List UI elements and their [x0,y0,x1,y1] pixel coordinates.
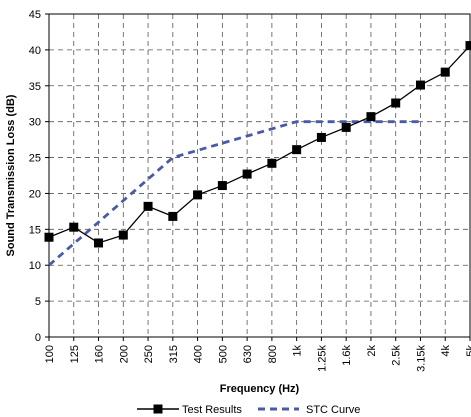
x-tick-label: 1k [292,345,304,357]
test-results-line [48,45,471,244]
x-axis-title: Frequency (Hz) [220,383,300,395]
y-tick-label: 25 [29,153,41,165]
test-results-point [440,67,450,77]
y-tick-label: 20 [29,188,41,200]
y-tick-label: 15 [29,224,41,236]
x-axis-ticks: 100 125 160 200 250 315 400 500 630 800 1k 1.25k 1.6… [44,337,471,372]
test-results-point [366,112,376,122]
y-tick-label: 45 [29,9,41,21]
x-tick-label: 160 [94,345,106,363]
legend-test-results-marker [153,404,163,414]
x-tick-label: 1.25k [316,345,328,372]
test-results-point [44,232,54,242]
x-tick-label: 125 [69,345,81,363]
legend-stc-curve-label: STC Curve [306,404,360,416]
test-results-point [217,181,227,191]
y-tick-label: 35 [29,81,41,93]
test-results-point [267,158,277,168]
x-tick-label: 1.6k [341,345,353,366]
x-tick-label: 100 [44,345,56,363]
x-tick-label: 200 [118,345,130,363]
y-tick-label: 30 [29,117,41,129]
y-tick-label: 10 [29,260,41,272]
y-axis-ticks: 0 5 10 15 20 25 30 35 40 45 [29,9,49,344]
x-tick-label: 2.5k [391,345,403,366]
grid-lines [49,14,470,337]
test-results-point [465,41,471,51]
test-results-point [94,238,104,248]
y-tick-label: 5 [35,296,41,308]
test-results-point [292,145,302,155]
legend: Test Results STC Curve [137,404,360,416]
test-results-point [168,211,178,221]
x-tick-label: 4k [440,345,452,357]
x-tick-label: 500 [217,345,229,363]
legend-test-results-label: Test Results [182,404,242,416]
series-layer [44,41,471,267]
x-tick-label: 250 [143,345,155,363]
test-results-point [69,222,79,232]
plot-frame [48,13,471,338]
x-tick-label: 5k [465,345,471,357]
test-results-point [341,122,351,132]
y-axis-title: Sound Transmission Loss (dB) [5,94,17,256]
test-results-point [242,169,252,179]
x-tick-label: 630 [242,345,254,363]
x-tick-label: 2k [366,345,378,357]
x-tick-label: 400 [193,345,205,363]
x-tick-label: 800 [267,345,279,363]
test-results-point [415,80,425,90]
test-results-point [316,132,326,142]
x-tick-label: 315 [168,345,180,363]
y-tick-label: 0 [35,332,41,344]
y-tick-label: 40 [29,45,41,57]
test-results-point [143,201,153,211]
test-results-point [391,98,401,108]
test-results-point [193,190,203,200]
test-results-point [118,230,128,240]
x-tick-label: 3.15k [415,345,427,372]
